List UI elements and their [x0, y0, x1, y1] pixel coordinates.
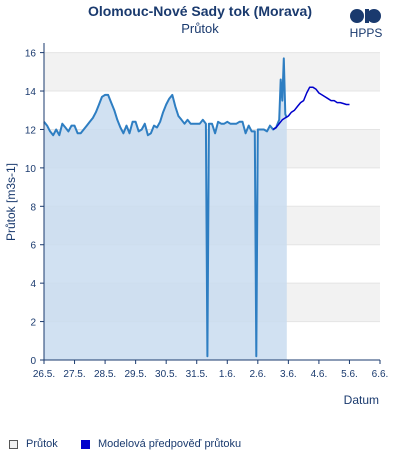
- x-tick-label: 6.6.: [372, 369, 389, 380]
- legend: Průtok Modelová předpověď průtoku: [0, 436, 400, 454]
- y-tick-label: 10: [25, 164, 37, 175]
- observed-area-fill: [44, 58, 287, 361]
- y-tick-label: 16: [25, 49, 37, 60]
- chart-subtitle: Průtok: [181, 21, 219, 36]
- series-line-observed: [43, 57, 288, 358]
- logo-text: HPPS: [350, 26, 383, 40]
- legend-item-observed: Průtok: [9, 438, 58, 450]
- x-axis-label: Datum: [344, 393, 379, 407]
- x-tick-label: 30.5.: [155, 369, 177, 380]
- x-tick-label: 1.6.: [219, 369, 236, 380]
- x-tick-label: 29.5.: [125, 369, 147, 380]
- logo-dot-left-icon: [350, 9, 364, 23]
- x-tick-label: 26.5.: [33, 369, 55, 380]
- x-tick-label: 31.5.: [186, 369, 208, 380]
- series-layer: [43, 57, 350, 358]
- y-tick-label: 4: [30, 279, 36, 290]
- y-tick-label: 8: [30, 202, 36, 213]
- x-tick-label: 28.5.: [94, 369, 116, 380]
- y-tick-label: 0: [30, 356, 36, 367]
- x-tick-label: 2.6.: [249, 369, 266, 380]
- legend-swatch-forecast-icon: [81, 439, 90, 449]
- grid-band: [44, 52, 380, 92]
- x-tick-label: 5.6.: [341, 369, 358, 380]
- axes: [43, 43, 380, 361]
- legend-label-observed: Průtok: [26, 438, 58, 450]
- x-ticks: 26.5. 27.5. 28.5. 29.5. 30.5. 31.5. 1.6. 2.6. 3.…: [33, 360, 388, 380]
- chart-title: Olomouc-Nové Sady tok (Morava): [88, 3, 312, 19]
- y-ticks: 0 2 4 6 8 10 12 14 16: [25, 49, 44, 367]
- x-tick-label: 3.6.: [280, 369, 297, 380]
- observed-area: [44, 58, 287, 361]
- y-tick-label: 6: [30, 241, 36, 252]
- flow-chart: Olomouc-Nové Sady tok (Morava) Průtok HP…: [4, 3, 388, 407]
- hpps-logo: HPPS: [350, 9, 383, 40]
- x-tick-label: 4.6.: [311, 369, 328, 380]
- logo-dot-right-icon: [367, 9, 381, 23]
- y-tick-label: 14: [25, 87, 37, 98]
- series-line-forecast: [272, 86, 350, 131]
- x-tick-label: 27.5.: [63, 369, 85, 380]
- y-axis-label: Průtok [m3s-1]: [4, 163, 18, 241]
- legend-swatch-observed-icon: [9, 439, 18, 449]
- y-tick-label: 2: [30, 318, 36, 329]
- legend-label-forecast: Modelová předpověď průtoku: [98, 438, 242, 450]
- y-tick-label: 12: [25, 125, 37, 136]
- legend-item-forecast: Modelová předpověď průtoku: [81, 438, 241, 450]
